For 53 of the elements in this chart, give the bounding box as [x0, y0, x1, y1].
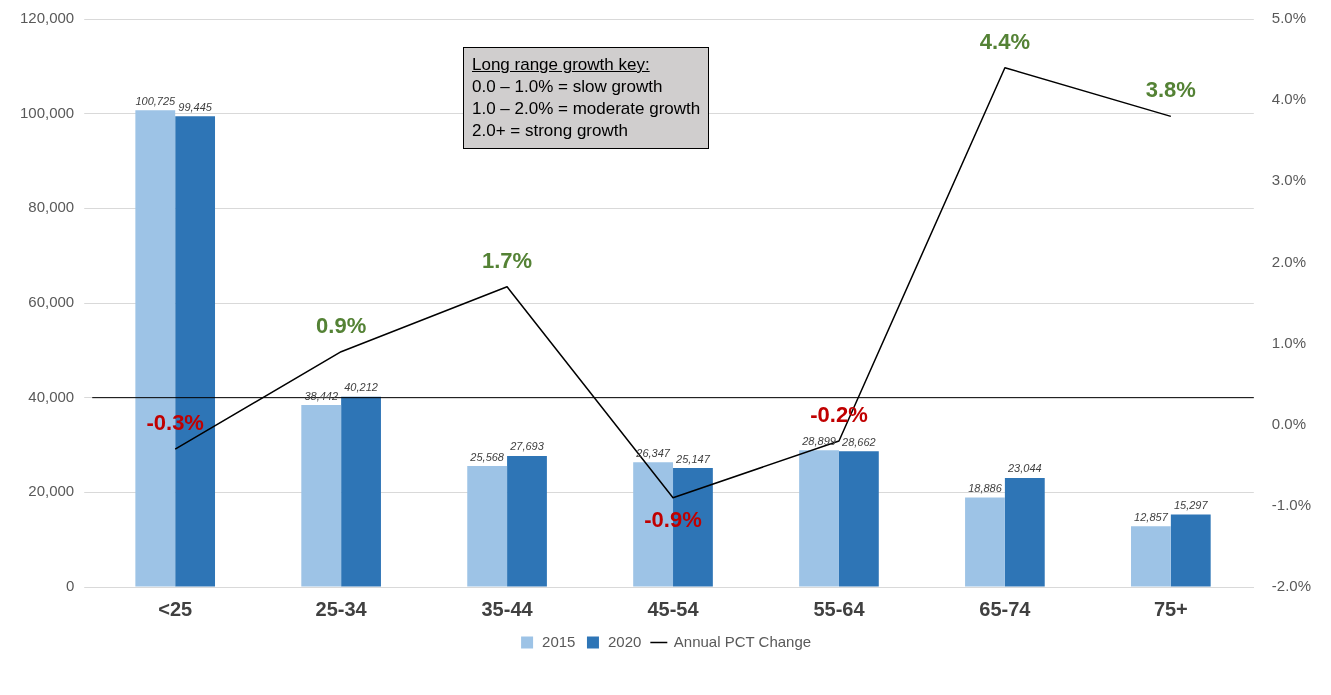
bar: [301, 405, 342, 587]
bar: [1131, 526, 1171, 587]
y2-tick-label: 5.0%: [1271, 9, 1307, 27]
data-label: 0.9%: [316, 312, 367, 338]
y2-tick-label: -2.0%: [1271, 577, 1311, 595]
data-label: 3.8%: [1145, 77, 1196, 103]
bar: [1170, 514, 1211, 587]
x-tick-label: 55-64: [813, 597, 866, 620]
y2-tick-label: -1.0%: [1271, 496, 1311, 513]
y2-tick-label: 4.0%: [1271, 90, 1307, 108]
bar: [341, 396, 381, 587]
data-label: 15,297: [1173, 499, 1209, 512]
data-label: 100,725: [135, 94, 177, 107]
legend-label: Annual PCT Change: [673, 632, 812, 650]
annotation: Long range growth key: 0.0 – 1.0% = slow growth 1.0 – 2.0% = moderate growth 2.0+ = strong growth: [472, 54, 701, 142]
y2-tick-label: 0.0%: [1271, 414, 1307, 432]
bar: [507, 455, 547, 587]
data-label: 25,147: [675, 452, 711, 465]
y2-tick-label: 1.0%: [1271, 333, 1307, 351]
x-tick-label: 65-74: [979, 597, 1032, 620]
y-tick-label: 60,000: [28, 293, 75, 311]
data-label: 28,662: [841, 435, 876, 448]
y-tick-label: 40,000: [28, 387, 75, 405]
x-tick-label: 75+: [1153, 597, 1188, 620]
data-label: 1.7%: [482, 247, 533, 273]
y2-tick-label: 3.0%: [1271, 171, 1307, 189]
y-tick-label: 0: [65, 577, 75, 595]
x-tick-label: 45-54: [647, 597, 700, 620]
data-label: 40,212: [344, 381, 378, 394]
bar: [838, 451, 879, 587]
x-tick-label: <25: [158, 597, 193, 620]
legend-label: 2020: [607, 632, 642, 650]
data-label: 4.4%: [979, 28, 1030, 54]
x-tick-label: 35-44: [481, 597, 534, 620]
bar: [467, 465, 508, 587]
data-label: 25,568: [469, 450, 505, 463]
y-tick-label: 100,000: [19, 103, 75, 121]
bar: [965, 497, 1005, 587]
bar: [1004, 477, 1045, 587]
data-label: 28,899: [801, 434, 836, 447]
y-tick-label: 80,000: [28, 198, 75, 216]
data-label: -0.3%: [146, 410, 204, 436]
data-label: 12,857: [1134, 510, 1169, 523]
data-label: 23,044: [1006, 462, 1042, 475]
y2-tick-label: 2.0%: [1271, 252, 1307, 270]
y-tick-label: 120,000: [19, 9, 75, 27]
y-tick-label: 20,000: [28, 482, 75, 500]
data-label: 99,445: [178, 100, 213, 113]
x-tick-label: 25-34: [315, 597, 368, 620]
data-label: 18,886: [968, 482, 1003, 495]
bar: [799, 450, 839, 587]
legend-label: 2015: [542, 632, 576, 650]
data-label: 27,693: [509, 440, 545, 453]
